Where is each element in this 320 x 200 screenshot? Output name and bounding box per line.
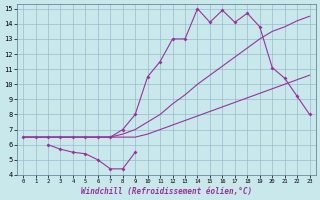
X-axis label: Windchill (Refroidissement éolien,°C): Windchill (Refroidissement éolien,°C): [81, 187, 252, 196]
